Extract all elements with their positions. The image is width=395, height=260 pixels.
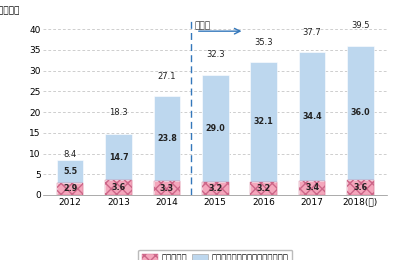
Bar [57,160,83,183]
Bar [250,182,277,195]
Text: 3.2: 3.2 [256,184,271,193]
Bar [202,182,229,195]
Text: 3.2: 3.2 [208,184,222,193]
Bar [202,75,229,182]
Text: 23.8: 23.8 [157,134,177,143]
Text: 14.7: 14.7 [109,153,128,161]
Bar [57,183,83,195]
Text: 3.3: 3.3 [160,184,174,193]
Bar [250,62,277,182]
Text: 予測値: 予測値 [195,21,211,30]
Text: 32.3: 32.3 [206,50,225,59]
Text: 29.0: 29.0 [205,124,225,133]
Text: 39.5: 39.5 [351,21,370,29]
Bar [347,46,374,180]
Bar [154,96,180,181]
Text: 3.4: 3.4 [305,184,319,192]
Text: 32.1: 32.1 [254,117,274,126]
Bar [57,183,83,195]
Text: 37.7: 37.7 [303,28,322,37]
Bar [347,180,374,195]
Text: 2.9: 2.9 [63,185,77,193]
Text: 36.0: 36.0 [351,108,370,117]
Text: 5.5: 5.5 [63,167,77,176]
Text: 8.4: 8.4 [64,150,77,159]
Text: 18.3: 18.3 [109,108,128,118]
Bar [299,181,325,195]
Text: 34.4: 34.4 [302,112,322,121]
Bar [154,181,180,195]
Bar [299,52,325,181]
Text: 27.1: 27.1 [158,72,176,81]
Legend: 有料アプリ, 無料アプリ（アプリ内課金含む）: 有料アプリ, 無料アプリ（アプリ内課金含む） [138,250,292,260]
Bar [347,180,374,195]
Text: 3.6: 3.6 [111,183,126,192]
Bar [154,181,180,195]
Text: 3.6: 3.6 [354,183,367,192]
Text: （10億ドル）: （10億ドル） [0,5,20,14]
Bar [202,182,229,195]
Bar [105,180,132,195]
Bar [105,180,132,195]
Bar [299,181,325,195]
Text: 35.3: 35.3 [254,38,273,47]
Bar [250,182,277,195]
Bar [105,134,132,180]
